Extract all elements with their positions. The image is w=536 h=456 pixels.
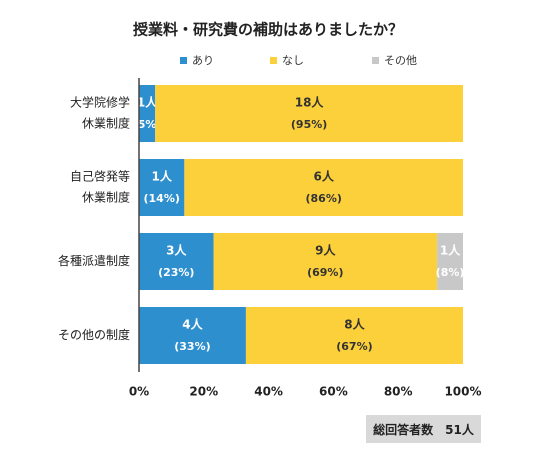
bar-count-2-2: 1人 <box>440 243 461 258</box>
bar-count-3-0: 4人 <box>182 317 203 332</box>
chart-title: 授業料・研究費の補助はありましたか？ <box>133 21 403 39</box>
bar-0-1 <box>155 85 463 142</box>
bar-3-1 <box>245 307 463 364</box>
bar-1-0 <box>139 159 185 216</box>
x-tick-label-0: 0% <box>129 385 149 399</box>
bar-percent-1-1: (86%) <box>305 192 341 205</box>
bar-percent-1-0: (14%) <box>143 192 179 205</box>
legend-label-1: なし <box>282 54 304 67</box>
bar-2-2 <box>437 233 463 290</box>
total-respondents-label: 総回答者数 <box>373 422 434 437</box>
legend-label-0: あり <box>192 54 214 67</box>
bar-percent-3-1: (67%) <box>336 340 372 353</box>
bar-count-0-0: 1人 <box>137 95 158 110</box>
category-label-1-0: 自己啓発等 <box>70 169 130 184</box>
legend-label-2: その他 <box>384 54 417 67</box>
bar-count-3-1: 8人 <box>344 317 365 332</box>
bar-count-0-1: 18人 <box>295 95 325 110</box>
bar-percent-0-0: (5%) <box>133 118 162 131</box>
x-tick-label-5: 100% <box>444 385 481 399</box>
total-respondents-box: 総回答者数 51人 <box>366 415 481 443</box>
bar-count-1-0: 1人 <box>152 169 173 184</box>
bar-percent-2-1: (69%) <box>307 266 343 279</box>
bar-percent-2-0: (23%) <box>158 266 194 279</box>
bar-1-1 <box>184 159 464 216</box>
category-label-3: その他の制度 <box>58 327 130 342</box>
bar-percent-2-2: (8%) <box>436 266 465 279</box>
bar-3-0 <box>139 307 246 364</box>
bar-count-1-1: 6人 <box>314 169 335 184</box>
bar-2-0 <box>139 233 214 290</box>
category-label-0-0: 大学院修学 <box>70 95 130 110</box>
x-tick-label-3: 60% <box>319 385 348 399</box>
legend-swatch-1 <box>270 57 277 64</box>
bar-count-2-0: 3人 <box>166 243 187 258</box>
bar-2-1 <box>213 233 438 290</box>
x-tick-label-2: 40% <box>254 385 283 399</box>
bar-percent-0-1: (95%) <box>291 118 327 131</box>
x-tick-label-4: 80% <box>384 385 413 399</box>
category-label-2: 各種派遣制度 <box>58 253 130 268</box>
x-tick-label-1: 20% <box>189 385 218 399</box>
total-respondents-value: 51人 <box>445 422 474 437</box>
bar-count-2-1: 9人 <box>315 243 336 258</box>
bar-0-0 <box>139 85 156 142</box>
category-label-1-1: 休業制度 <box>82 190 130 205</box>
category-label-0-1: 休業制度 <box>82 116 130 131</box>
legend-swatch-2 <box>372 57 379 64</box>
legend-swatch-0 <box>180 57 187 64</box>
bar-percent-3-0: (33%) <box>174 340 210 353</box>
